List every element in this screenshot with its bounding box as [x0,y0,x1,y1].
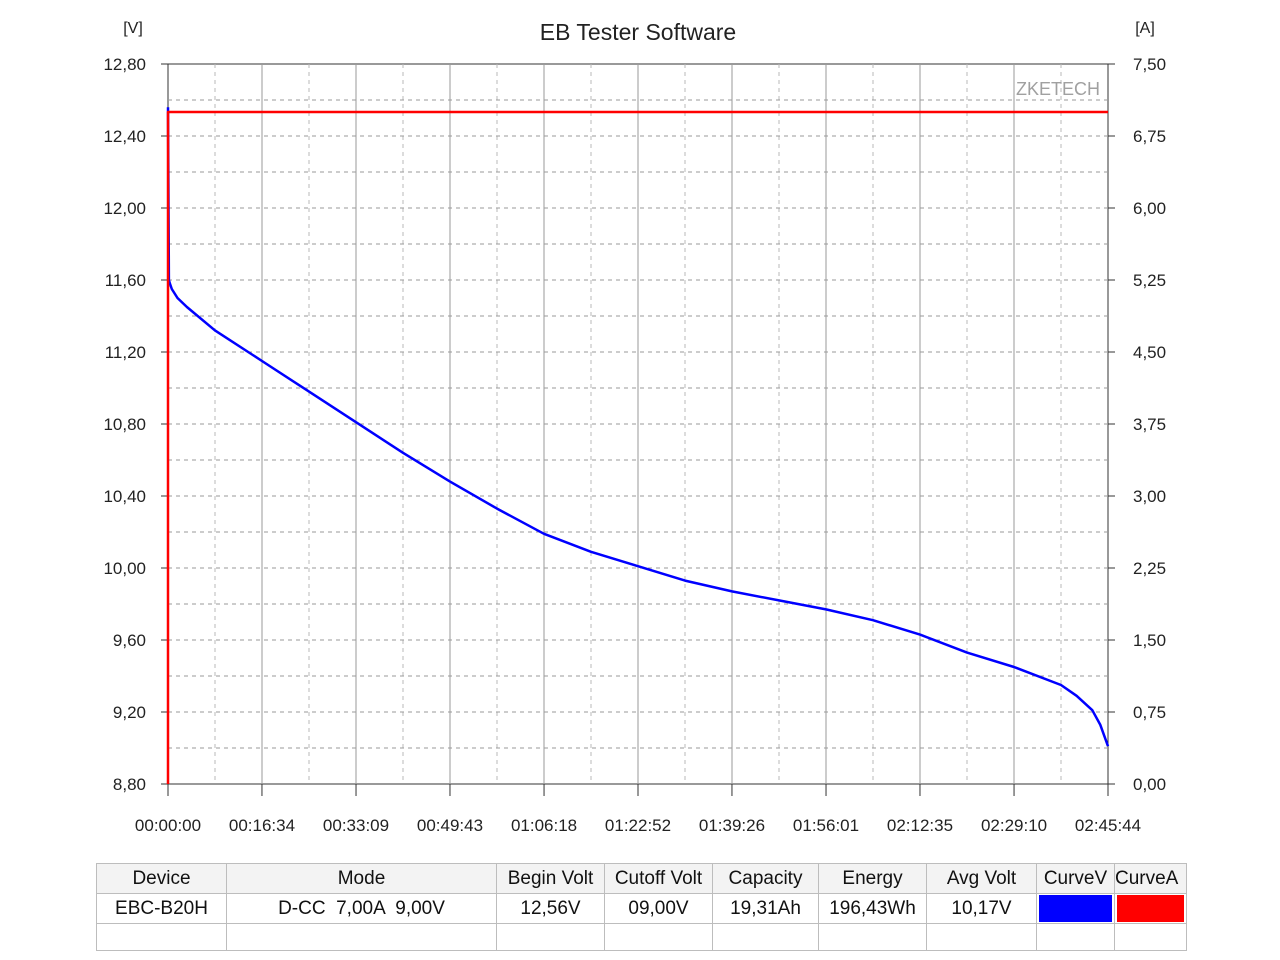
right-tick-label: 6,75 [1133,127,1166,146]
right-tick-label: 7,50 [1133,55,1166,74]
x-tick-label: 01:06:18 [511,816,577,835]
chart-title: EB Tester Software [540,19,736,45]
x-tick-label: 01:22:52 [605,816,671,835]
x-tick-label: 02:12:35 [887,816,953,835]
right-tick-label: 3,00 [1133,487,1166,506]
summary-header-row: Device Mode Begin Volt Cutoff Volt Capac… [96,863,1187,894]
header-curve-v[interactable]: CurveV [1036,863,1115,894]
series-line-curvev [166,107,1110,747]
empty-cell [604,923,713,951]
left-tick-label: 10,40 [103,487,146,506]
left-tick-label: 12,80 [103,55,146,74]
left-tick-label: 10,80 [103,415,146,434]
right-axis-unit: [A] [1135,20,1155,37]
left-tick-label: 10,00 [103,559,146,578]
right-tick-label: 2,25 [1133,559,1166,578]
empty-cell [1036,923,1115,951]
right-tick-label: 5,25 [1133,271,1166,290]
curve-v-color-swatch[interactable] [1039,895,1112,922]
table-row-empty [96,923,1187,951]
header-avg-volt[interactable]: Avg Volt [926,863,1037,894]
series-line-curvea [166,110,1108,784]
left-tick-label: 12,40 [103,127,146,146]
header-energy[interactable]: Energy [818,863,927,894]
cell-energy: 196,43Wh [818,893,927,924]
header-curve-a[interactable]: CurveA [1114,863,1187,894]
x-tick-label: 01:39:26 [699,816,765,835]
empty-cell [926,923,1037,951]
empty-cell [96,923,227,951]
curve-a-color-swatch[interactable] [1117,895,1184,922]
table-row[interactable]: EBC-B20H D-CC 7,00A 9,00V 12,56V 09,00V … [96,893,1187,924]
right-tick-label: 0,75 [1133,703,1166,722]
right-tick-label: 1,50 [1133,631,1166,650]
header-device[interactable]: Device [96,863,227,894]
cell-curve-v[interactable] [1036,893,1115,924]
header-mode[interactable]: Mode [226,863,497,894]
right-tick-label: 0,00 [1133,775,1166,794]
grid [168,64,1108,784]
x-tick-label: 01:56:01 [793,816,859,835]
right-axis: 0,00 0,75 1,50 2,25 3,00 3,75 4,50 5,25 6,00 6,75… [1108,55,1166,794]
left-tick-label: 11,60 [105,271,146,290]
x-tick-label: 02:45:44 [1075,816,1141,835]
left-tick-label: 9,60 [113,631,146,650]
left-tick-label: 12,00 [103,199,146,218]
empty-cell [818,923,927,951]
left-tick-label: 11,20 [105,343,146,362]
watermark: ZKETECH [1016,79,1100,99]
x-axis: 00:00:00 00:16:34 00:33:09 00:49:43 01:06:18… [135,784,1141,835]
summary-table: Device Mode Begin Volt Cutoff Volt Capac… [96,863,1187,951]
x-tick-label: 00:16:34 [229,816,295,835]
chart: EB Tester Software [V] [A] 8,80 9,20 9,60 1… [103,19,1166,835]
x-tick-label: 00:49:43 [417,816,483,835]
cell-capacity: 19,31Ah [712,893,819,924]
left-axis-unit: [V] [123,20,143,37]
cell-cutoff-volt: 09,00V [604,893,713,924]
cell-curve-a[interactable] [1114,893,1187,924]
x-tick-label: 02:29:10 [981,816,1047,835]
empty-cell [712,923,819,951]
cell-mode: D-CC 7,00A 9,00V [226,893,497,924]
left-tick-label: 8,80 [113,775,146,794]
cell-avg-volt: 10,17V [926,893,1037,924]
header-capacity[interactable]: Capacity [712,863,819,894]
x-tick-label: 00:00:00 [135,816,201,835]
x-tick-label: 00:33:09 [323,816,389,835]
cell-begin-volt: 12,56V [496,893,605,924]
right-tick-label: 3,75 [1133,415,1166,434]
left-tick-label: 9,20 [113,703,146,722]
header-begin-volt[interactable]: Begin Volt [496,863,605,894]
empty-cell [226,923,497,951]
cell-device: EBC-B20H [96,893,227,924]
right-tick-label: 6,00 [1133,199,1166,218]
empty-cell [1114,923,1187,951]
left-axis: 8,80 9,20 9,60 10,00 10,40 10,80 11,20 11,60 12,… [103,55,168,794]
header-cutoff-volt[interactable]: Cutoff Volt [604,863,713,894]
right-tick-label: 4,50 [1133,343,1166,362]
empty-cell [496,923,605,951]
series-layer [166,107,1110,784]
